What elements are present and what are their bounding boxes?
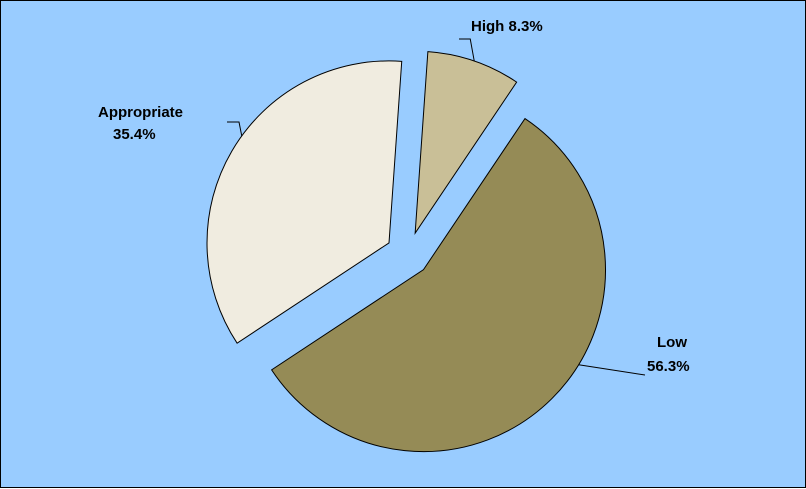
label-low-percent: 56.3% [647, 358, 690, 375]
label-high-name: High [471, 18, 504, 35]
slice-appropriate [206, 60, 403, 344]
leader-appropriate [227, 121, 243, 137]
label-high: High 8.3% [471, 18, 543, 35]
label-low-name: Low [657, 334, 687, 351]
label-appropriate-percent: 35.4% [113, 126, 156, 143]
slice-high [414, 51, 518, 236]
leader-high [459, 38, 475, 62]
label-high-percent: 8.3% [509, 18, 543, 35]
leader-low [578, 364, 646, 376]
slice-low [270, 117, 606, 453]
label-appropriate-name: Appropriate [98, 104, 183, 121]
